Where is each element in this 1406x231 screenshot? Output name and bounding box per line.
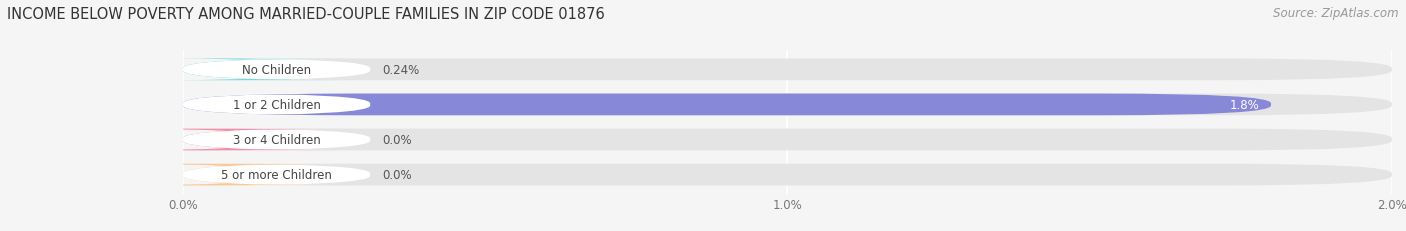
FancyBboxPatch shape [183,94,1392,116]
FancyBboxPatch shape [183,164,1392,186]
Text: 0.0%: 0.0% [382,168,412,181]
Text: 1.8%: 1.8% [1229,98,1258,111]
FancyBboxPatch shape [105,129,352,151]
FancyBboxPatch shape [159,59,352,81]
FancyBboxPatch shape [183,59,370,81]
FancyBboxPatch shape [183,129,370,151]
FancyBboxPatch shape [183,59,1392,81]
FancyBboxPatch shape [183,94,370,116]
Text: 3 or 4 Children: 3 or 4 Children [232,134,321,146]
FancyBboxPatch shape [183,129,1392,151]
FancyBboxPatch shape [183,94,1271,116]
Text: 5 or more Children: 5 or more Children [221,168,332,181]
Text: Source: ZipAtlas.com: Source: ZipAtlas.com [1274,7,1399,20]
FancyBboxPatch shape [183,164,370,186]
Text: No Children: No Children [242,64,311,76]
FancyBboxPatch shape [105,164,352,186]
Text: INCOME BELOW POVERTY AMONG MARRIED-COUPLE FAMILIES IN ZIP CODE 01876: INCOME BELOW POVERTY AMONG MARRIED-COUPL… [7,7,605,22]
Text: 1 or 2 Children: 1 or 2 Children [232,98,321,111]
Text: 0.0%: 0.0% [382,134,412,146]
Text: 0.24%: 0.24% [382,64,419,76]
